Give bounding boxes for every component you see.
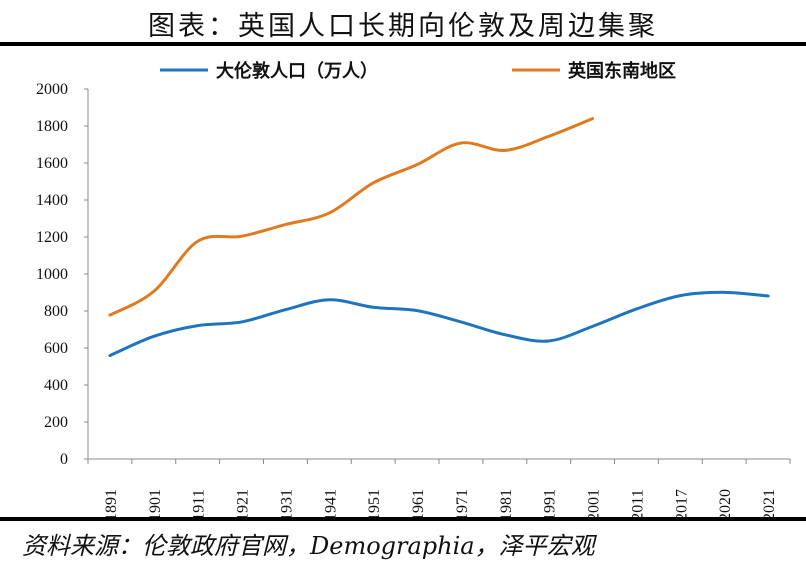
y-tick-label: 800	[44, 303, 68, 320]
y-tick-label: 400	[44, 377, 68, 394]
y-tick-label: 600	[44, 340, 68, 357]
y-tick-label: 1400	[36, 192, 68, 209]
legend-label-0: 大伦敦人口（万人）	[216, 60, 378, 82]
y-tick-label: 1200	[36, 229, 68, 246]
x-tick-label: 2011	[629, 489, 646, 520]
y-tick-label: 2000	[36, 81, 68, 98]
y-tick-label: 1000	[36, 266, 68, 283]
x-tick-label: 1981	[498, 489, 515, 521]
title-divider	[0, 42, 806, 46]
x-tick-label: 1971	[454, 489, 471, 521]
x-tick-label: 1901	[147, 489, 164, 521]
source-divider	[0, 517, 806, 521]
y-tick-label: 200	[44, 414, 68, 431]
x-tick-label: 1891	[103, 489, 120, 521]
x-tick-label: 1941	[322, 489, 339, 521]
x-tick-label: 1991	[542, 489, 559, 521]
source-note: 资料来源：伦敦政府官网，Demographia，泽平宏观	[22, 532, 595, 560]
series-line-0	[108, 290, 770, 358]
x-tick-label: 1911	[191, 489, 208, 520]
y-tick-label: 1800	[36, 118, 68, 135]
x-tick-label: 2021	[761, 489, 778, 521]
x-tick-label: 1921	[235, 489, 252, 521]
series-line-1	[108, 117, 595, 317]
x-tick-label: 2001	[586, 489, 603, 521]
x-tick-label: 1931	[278, 489, 295, 521]
x-tick-label: 1961	[410, 489, 427, 521]
y-tick-label: 1600	[36, 155, 68, 172]
x-tick-label: 2017	[673, 489, 690, 521]
chart-title: 图表：英国人口长期向伦敦及周边集聚	[148, 11, 658, 42]
x-tick-label: 1951	[366, 489, 383, 521]
y-tick-label: 0	[60, 451, 68, 468]
legend-label-1: 英国东南地区	[567, 60, 676, 82]
x-tick-label: 2020	[717, 489, 734, 521]
